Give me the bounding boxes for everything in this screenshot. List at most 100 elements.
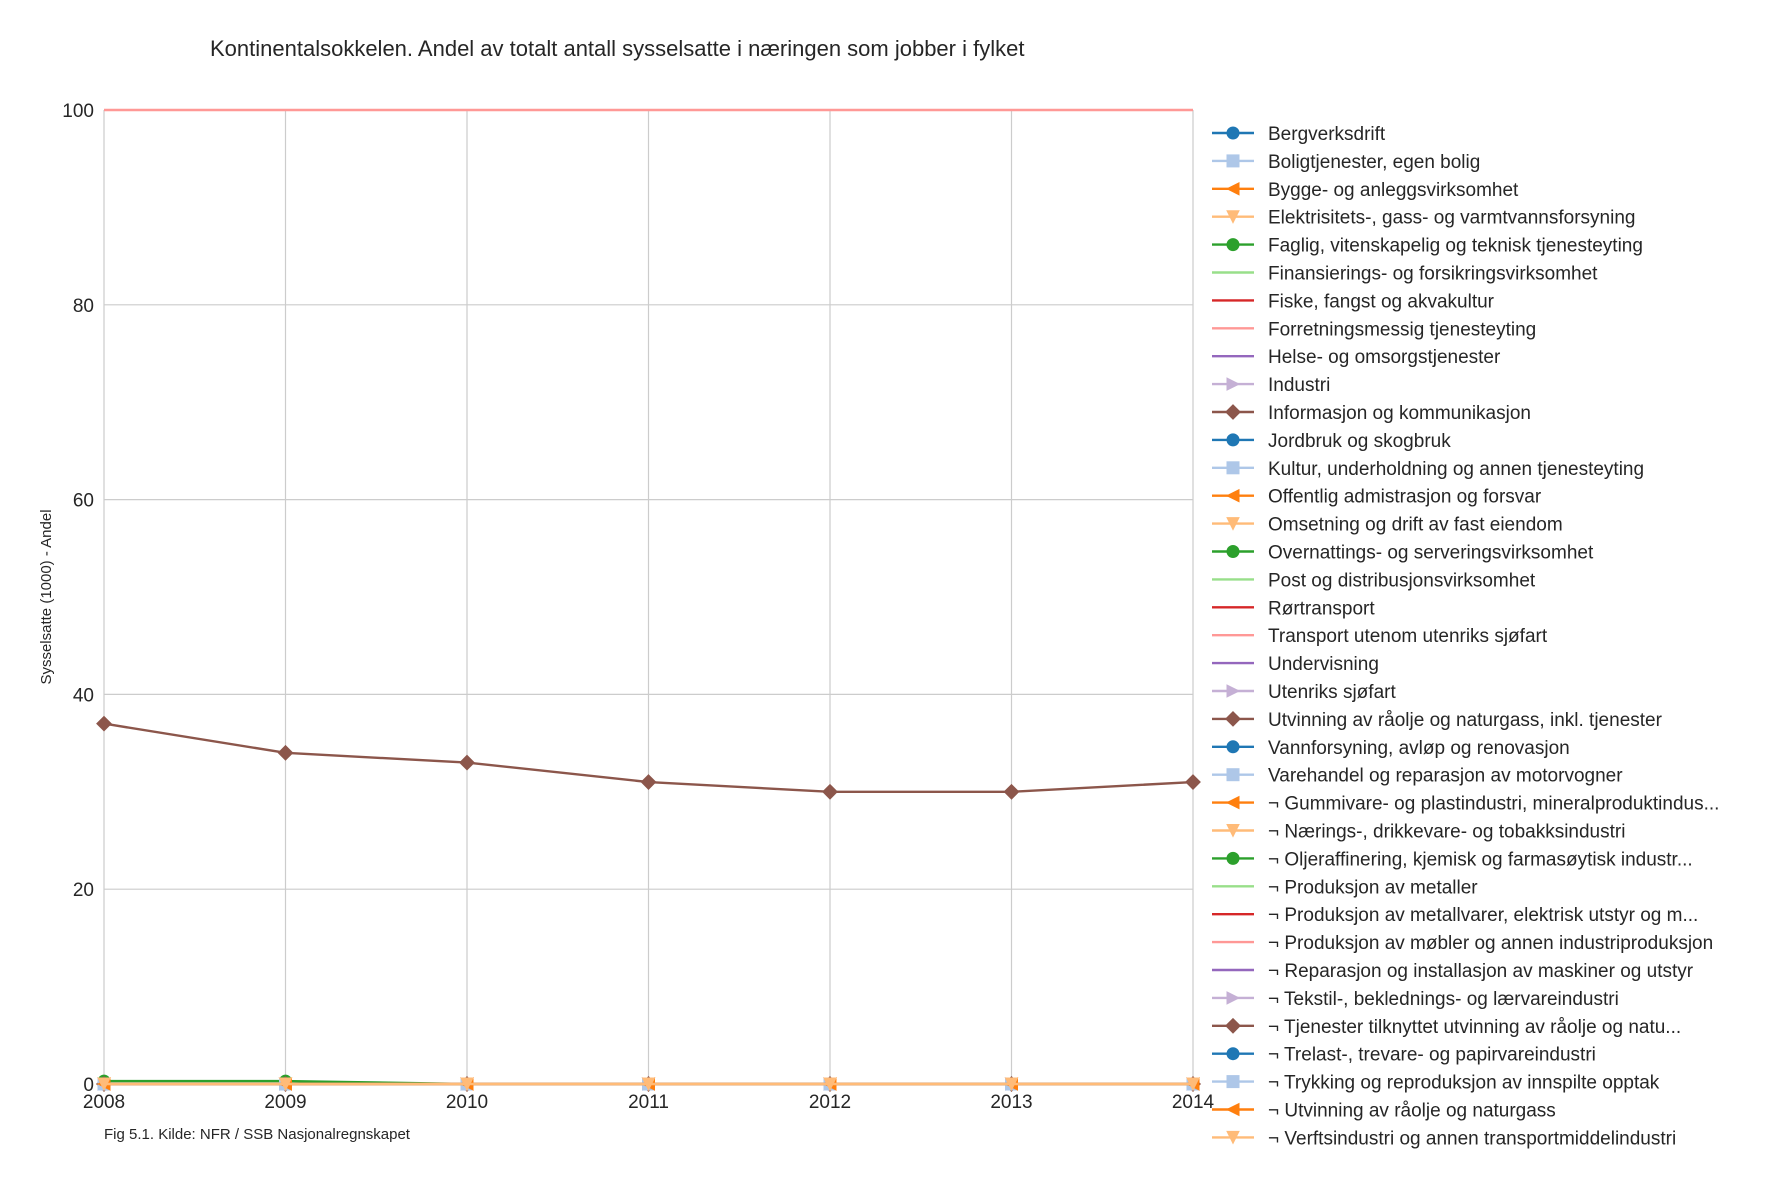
legend-label: ¬ Produksjon av møbler og annen industri…: [1268, 933, 1713, 954]
legend-marker: [1226, 238, 1240, 252]
legend-label: Varehandel og reparasjon av motorvogner: [1268, 766, 1623, 787]
legend-marker: [1226, 1075, 1240, 1089]
legend-marker: [1226, 126, 1240, 140]
legend-item: ¬ Tekstil-, beklednings- og lærvareindus…: [1212, 989, 1619, 1010]
legend-item: Utvinning av råolje og naturgass, inkl. …: [1212, 710, 1663, 731]
legend-item: ¬ Gummivare- og plastindustri, mineralpr…: [1212, 794, 1719, 815]
x-tick-label: 2012: [809, 1092, 851, 1113]
legend-marker: [1226, 768, 1240, 782]
legend-item: ¬ Produksjon av metaller: [1212, 877, 1478, 898]
y-tick-label: 40: [73, 685, 94, 706]
legend-marker: [1226, 517, 1240, 531]
legend-item: ¬ Nærings-, drikkevare- og tobakksindust…: [1212, 822, 1625, 843]
legend-label: Bergverksdrift: [1268, 124, 1386, 145]
legend-item: Post og distribusjonsvirksomhet: [1212, 570, 1536, 591]
legend-label: ¬ Verftsindustri og annen transportmidde…: [1268, 1128, 1676, 1149]
legend-label: Finansierings- og forsikringsvirksomhet: [1268, 264, 1598, 285]
legend-label: ¬ Gummivare- og plastindustri, mineralpr…: [1268, 794, 1719, 815]
legend-label: Post og distribusjonsvirksomhet: [1268, 570, 1536, 591]
legend: Bergverksdrift Boligtjenester, egen bolig…: [1212, 124, 1719, 1149]
legend-label: ¬ Oljeraffinering, kjemisk og farmasøyti…: [1268, 849, 1693, 870]
legend-label: Undervisning: [1268, 654, 1379, 675]
legend-label: Fiske, fangst og akvakultur: [1268, 291, 1495, 312]
legend-label: ¬ Trelast-, trevare- og papirvareindustr…: [1268, 1045, 1596, 1066]
x-tick-label: 2013: [990, 1092, 1032, 1113]
legend-label: Industri: [1268, 375, 1330, 396]
legend-marker: [1226, 740, 1240, 754]
series-layer: [96, 108, 1201, 1092]
legend-marker: [1225, 181, 1240, 196]
data-point: [278, 1077, 293, 1092]
legend-item: Elektrisitets-, gass- og varmtvannsforsy…: [1212, 208, 1635, 229]
legend-marker: [1226, 1130, 1240, 1145]
legend-label: Offentlig admistrasjon og forsvar: [1268, 487, 1542, 508]
legend-item: Forretningsmessig tjenesteyting: [1212, 319, 1536, 340]
legend-label: Elektrisitets-, gass- og varmtvannsforsy…: [1268, 208, 1635, 229]
legend-label: Transport utenom utenriks sjøfart: [1268, 626, 1548, 647]
data-point: [1003, 783, 1020, 800]
legend-marker: [1226, 377, 1241, 391]
x-tick-label: 2010: [446, 1092, 488, 1113]
legend-marker: [1226, 545, 1240, 558]
legend-marker: [1226, 824, 1240, 838]
data-point: [277, 744, 294, 761]
legend-item: Informasjon og kommunikasjon: [1212, 403, 1531, 424]
legend-item: Fiske, fangst og akvakultur: [1212, 291, 1495, 312]
legend-label: ¬ Trykking og reproduksjon av innspilte …: [1268, 1073, 1660, 1094]
legend-item: Transport utenom utenriks sjøfart: [1212, 626, 1548, 647]
legend-item: Helse- og omsorgstjenester: [1212, 347, 1501, 368]
legend-marker: [1225, 795, 1240, 810]
series-22: [96, 715, 1201, 800]
x-tick-label: 2008: [83, 1092, 125, 1113]
legend-marker: [1225, 404, 1241, 420]
legend-item: Kultur, underholdning og annen tjenestey…: [1212, 459, 1644, 480]
y-axis-label: Sysselsatte (1000) - Andel: [38, 509, 55, 684]
x-axis: 2008 2009 2010 2011 2012 2013 2014: [83, 1092, 1215, 1113]
legend-label: Forretningsmessig tjenesteyting: [1268, 319, 1536, 340]
legend-label: Faglig, vitenskapelig og teknisk tjenest…: [1268, 236, 1643, 257]
legend-label: Helse- og omsorgstjenester: [1268, 347, 1501, 368]
legend-item: Varehandel og reparasjon av motorvogner: [1212, 766, 1623, 787]
data-point: [641, 1077, 656, 1092]
y-tick-label: 60: [73, 491, 94, 512]
x-tick-label: 2011: [628, 1092, 669, 1113]
legend-item: Offentlig admistrasjon og forsvar: [1212, 487, 1542, 508]
legend-item: ¬ Trykking og reproduksjon av innspilte …: [1212, 1073, 1660, 1094]
legend-item: Overnattings- og serveringsvirksomhet: [1212, 543, 1594, 564]
legend-label: ¬ Tekstil-, beklednings- og lærvareindus…: [1268, 989, 1619, 1010]
legend-item: Finansierings- og forsikringsvirksomhet: [1212, 264, 1598, 285]
legend-label: ¬ Utvinning av råolje og naturgass: [1268, 1101, 1556, 1122]
y-tick-label: 80: [73, 296, 94, 317]
legend-label: Utvinning av råolje og naturgass, inkl. …: [1268, 710, 1663, 731]
data-point: [1186, 1077, 1200, 1092]
legend-marker: [1226, 210, 1240, 224]
legend-label: Informasjon og kommunikasjon: [1268, 403, 1531, 424]
x-tick-label: 2009: [264, 1092, 306, 1113]
legend-label: Omsetning og drift av fast eiendom: [1268, 515, 1563, 536]
legend-item: Bygge- og anleggsvirksomhet: [1212, 180, 1519, 201]
legend-item: Industri: [1212, 375, 1330, 396]
legend-item: Faglig, vitenskapelig og teknisk tjenest…: [1212, 236, 1643, 257]
legend-item: Bergverksdrift: [1212, 124, 1386, 145]
legend-marker: [1225, 1102, 1240, 1117]
data-point: [1004, 1077, 1019, 1092]
data-point: [823, 1077, 837, 1092]
y-axis: 0 20 40 60 80 100: [62, 101, 94, 1096]
legend-label: ¬ Produksjon av metaller: [1268, 877, 1478, 898]
legend-label: ¬ Reparasjon og installasjon av maskiner…: [1268, 961, 1694, 982]
series-37: [97, 1077, 1200, 1092]
legend-marker: [1226, 991, 1241, 1005]
legend-item: ¬ Verftsindustri og annen transportmidde…: [1212, 1128, 1676, 1149]
legend-label: ¬ Produksjon av metallvarer, elektrisk u…: [1268, 905, 1698, 926]
legend-label: Vannforsyning, avløp og renovasjon: [1268, 738, 1570, 759]
legend-item: ¬ Utvinning av råolje og naturgass: [1212, 1101, 1556, 1122]
data-point: [1185, 774, 1201, 790]
legend-item: Rørtransport: [1212, 598, 1375, 619]
legend-marker: [1226, 461, 1240, 475]
legend-label: ¬ Nærings-, drikkevare- og tobakksindust…: [1268, 822, 1625, 843]
legend-marker: [1226, 1047, 1240, 1061]
legend-marker: [1225, 488, 1240, 503]
legend-label: Boligtjenester, egen bolig: [1268, 152, 1480, 173]
data-point: [640, 774, 657, 790]
